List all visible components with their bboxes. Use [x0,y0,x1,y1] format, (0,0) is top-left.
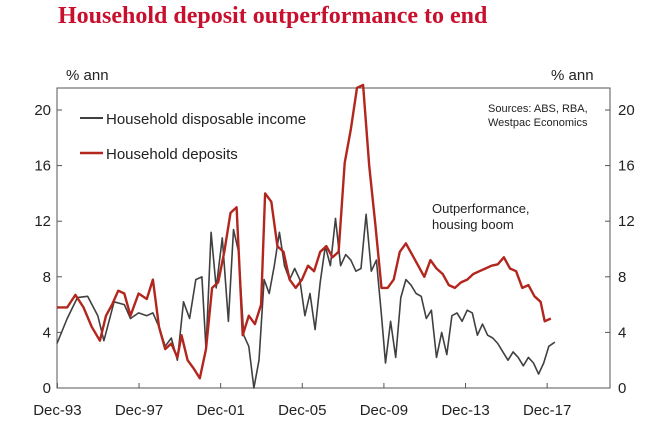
y-tick-label-left: 16 [34,158,51,175]
y-axis-unit-right: % ann [551,67,594,84]
sources-note: Sources: ABS, RBA, Westpac Economics [488,103,588,129]
y-tick-label-left: 8 [43,269,51,286]
y-ticks-right: 0 4 8 12 16 20 [605,102,635,397]
series-line-income [56,213,556,389]
y-tick-label-right: 12 [618,213,635,230]
y-tick-label-right: 0 [618,380,626,397]
y-tick-label-right: 4 [618,324,626,341]
y-tick-label-left: 0 [43,380,51,397]
y-tick-label-left: 4 [43,324,51,341]
chart-title: Household deposit outperformance to end [58,3,488,29]
annotation-line-2: housing boom [432,217,514,232]
legend-label-deposits: Household deposits [106,146,238,163]
x-ticks: Dec-93 Dec-97 Dec-01 Dec-05 Dec-09 Dec-13 Dec-… [33,383,571,419]
y-axis-unit-left: % ann [66,67,109,84]
series-layer [56,83,556,389]
annotation-line-1: Outperformance, [432,201,530,216]
legend: Household disposable income Household de… [80,111,306,163]
y-tick-label-right: 20 [618,102,635,119]
x-tick-label: Dec-13 [441,402,489,419]
y-tick-label-right: 8 [618,269,626,286]
y-tick-label-right: 16 [618,158,635,175]
x-tick-label: Dec-01 [196,402,244,419]
y-tick-label-left: 12 [34,213,51,230]
y-ticks-left: 0 4 8 12 16 20 [34,102,62,397]
legend-label-income: Household disposable income [106,111,306,128]
sources-line-1: Sources: ABS, RBA, [488,103,588,115]
x-tick-label: Dec-09 [360,402,408,419]
plot-frame [56,87,611,389]
x-tick-label: Dec-97 [115,402,163,419]
annotation: Outperformance, housing boom [432,201,530,232]
y-tick-label-left: 20 [34,102,51,119]
x-tick-label: Dec-93 [33,402,81,419]
x-tick-label: Dec-05 [278,402,326,419]
series-line-deposits [57,83,552,380]
sources-line-2: Westpac Economics [488,117,588,129]
x-tick-label: Dec-17 [523,402,571,419]
